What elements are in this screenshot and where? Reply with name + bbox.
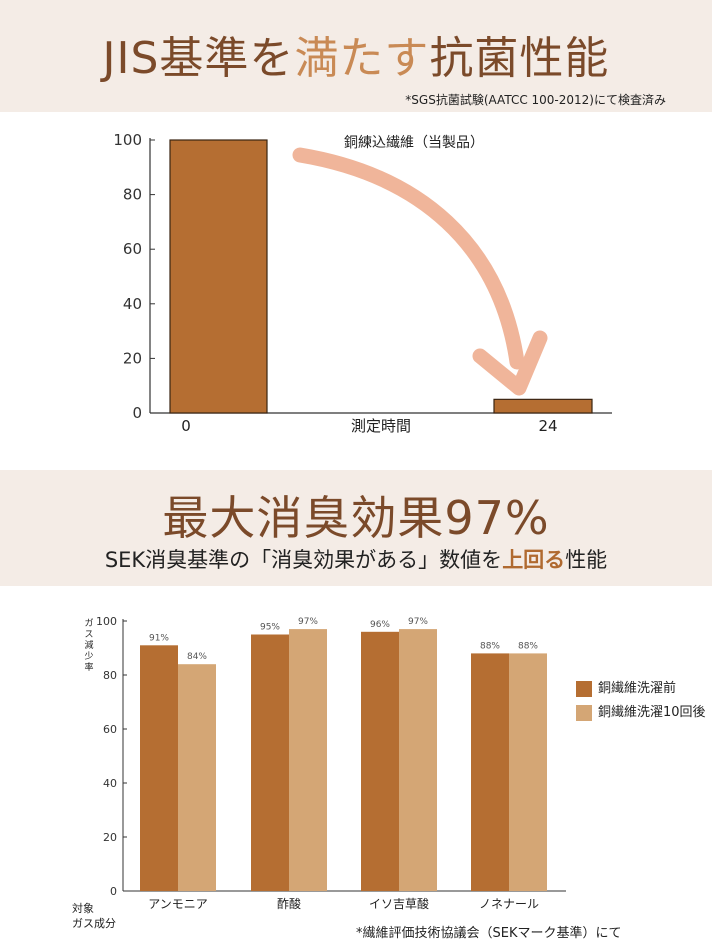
bar-time-0 — [169, 139, 268, 414]
bar-data-label: 95% — [260, 623, 280, 633]
y-axis-label-char: ガ — [84, 618, 93, 629]
bar-data-label: 91% — [149, 633, 169, 643]
y-tick-label: 40 — [103, 777, 117, 790]
sek-footnote: *繊維評価技術協議会（SEKマーク基準）にて — [356, 926, 622, 941]
y-tick-label: 20 — [123, 349, 142, 367]
bar-data-label: 84% — [187, 652, 207, 662]
antibacterial-chart: 0 20 40 60 80 100 0 24 測定時間 銅練込繊維（当製品） — [113, 131, 612, 435]
bar-time-24 — [493, 398, 593, 414]
y-tick-label: 40 — [123, 295, 142, 313]
x-caption-line2: ガス成分 — [72, 917, 116, 930]
y-axis-label-char: 減 — [84, 639, 93, 651]
bar-before-wash-2 — [361, 631, 399, 891]
deodorant-subtitle: SEK消臭基準の「消臭効果がある」数値を上回る性能 — [0, 544, 712, 574]
bar-data-label: 96% — [370, 620, 390, 630]
deodorant-title: 最大消臭効果97% — [162, 491, 550, 545]
bar-before-wash-1 — [251, 634, 289, 891]
bar-after-wash-2 — [399, 629, 437, 891]
bar-data-label: 97% — [408, 617, 428, 627]
legend-label-after-wash: 銅繊維洗濯10回後 — [598, 705, 706, 720]
bar-after-wash-0 — [178, 664, 216, 891]
y-tick-label: 100 — [96, 615, 117, 628]
title-part2-highlight: 満たす — [294, 33, 430, 84]
y-tick-label: 60 — [103, 723, 117, 736]
legend-item-after-wash: 銅繊維洗濯10回後 — [576, 701, 706, 721]
product-annotation: 銅練込繊維（当製品） — [344, 135, 484, 151]
title-part3: 抗菌性能 — [429, 33, 610, 84]
y-axis-label-char: 少 — [84, 651, 93, 662]
x-tick-label-gas: 酢酸 — [277, 896, 301, 911]
bar-before-wash-3 — [471, 653, 509, 891]
y-tick-label: 0 — [132, 404, 142, 422]
y-tick-label: 0 — [110, 885, 117, 898]
x-tick-label-gas: イソ吉草酸 — [369, 896, 429, 911]
y-tick-label: 20 — [103, 831, 117, 844]
header-band-deodorant — [0, 470, 712, 586]
legend-swatch-dark — [576, 680, 592, 697]
y-tick-label: 60 — [123, 240, 142, 258]
subtitle-part3: 性能 — [565, 548, 608, 572]
y-tick-label: 100 — [113, 131, 142, 149]
x-axis-label: 測定時間 — [351, 417, 411, 435]
antibacterial-title: JIS基準を満たす抗菌性能 — [0, 22, 712, 86]
subtitle-part1: SEK消臭基準の「消臭効果がある」数値を — [104, 548, 503, 572]
arrow-head-icon — [472, 330, 548, 396]
bar-before-wash-0 — [140, 645, 178, 891]
decrease-arrow-icon — [292, 147, 525, 370]
x-tick-label-0: 0 — [181, 417, 191, 435]
y-tick-label: 80 — [103, 669, 117, 682]
x-tick-label-gas: ノネナール — [479, 897, 539, 911]
legend-swatch-light — [576, 704, 592, 721]
legend-label-before-wash: 銅繊維洗濯前 — [598, 681, 677, 696]
bar-after-wash-3 — [509, 653, 547, 891]
y-tick-label: 80 — [123, 186, 142, 204]
bar-after-wash-1 — [289, 629, 327, 891]
subtitle-emphasis: 上回る — [502, 548, 566, 572]
bar-data-label: 88% — [518, 641, 538, 651]
header-band-antibacterial — [0, 0, 712, 112]
x-caption-line1: 対象 — [72, 902, 94, 915]
bar-data-label: 88% — [480, 641, 500, 651]
title-part1: JIS基準を — [102, 33, 295, 84]
sgs-test-note: *SGS抗菌試験(AATCC 100-2012)にて検査済み — [405, 93, 666, 107]
y-axis-label-char: 率 — [84, 661, 93, 673]
legend-item-before-wash: 銅繊維洗濯前 — [576, 677, 676, 697]
bar-data-label: 97% — [298, 617, 318, 627]
x-tick-label-24: 24 — [538, 417, 557, 435]
y-axis-label-char: ス — [84, 630, 93, 640]
x-tick-label-gas: アンモニア — [148, 897, 208, 911]
